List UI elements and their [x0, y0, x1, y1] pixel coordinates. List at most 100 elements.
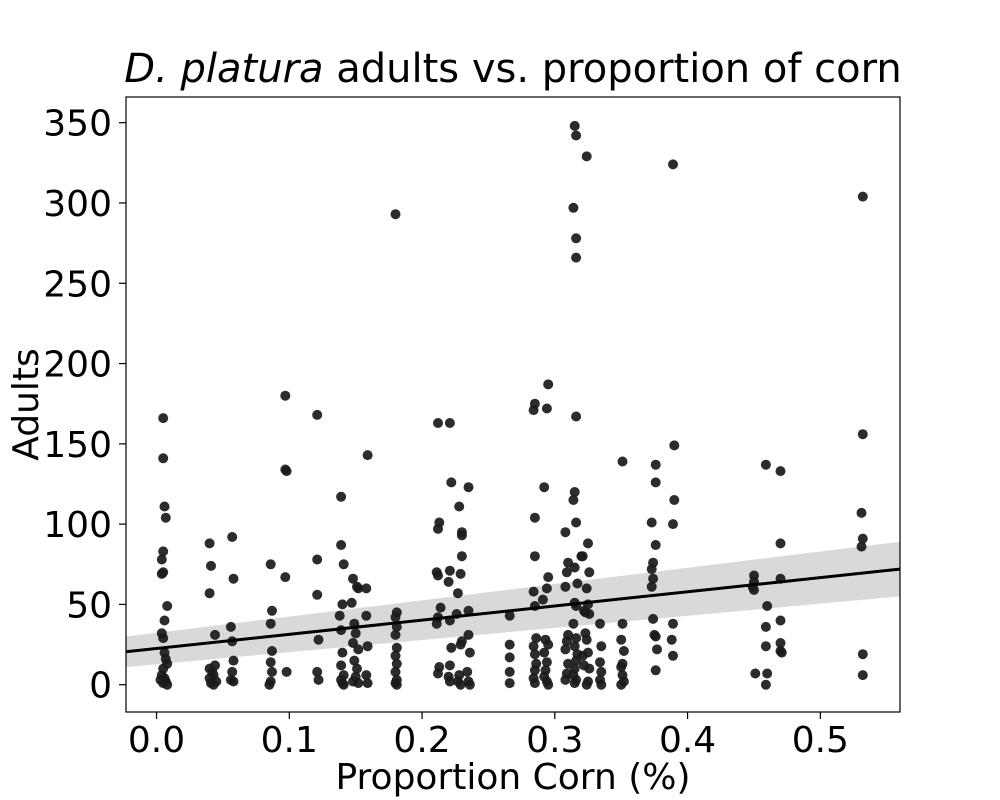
data-point: [650, 459, 661, 470]
data-point: [568, 495, 579, 505]
data-point: [529, 512, 540, 523]
data-point: [454, 501, 465, 512]
data-point: [543, 679, 554, 690]
data-point: [539, 482, 550, 493]
data-point: [265, 618, 276, 629]
data-point: [265, 657, 276, 668]
data-point: [159, 501, 170, 512]
data-point: [760, 459, 771, 470]
data-point: [760, 641, 771, 652]
x-tick-label: 0.1: [261, 720, 318, 761]
x-tick-label: 0.3: [526, 720, 583, 761]
data-point: [528, 641, 539, 652]
data-point: [504, 610, 515, 621]
data-point: [571, 130, 582, 141]
data-point: [391, 658, 402, 669]
x-tick-label: 0.5: [792, 720, 849, 761]
data-point: [584, 663, 595, 674]
data-point: [156, 568, 167, 579]
data-point: [443, 576, 454, 587]
data-point: [595, 657, 605, 668]
data-point: [646, 517, 657, 528]
data-point: [463, 482, 474, 493]
data-point: [504, 652, 515, 663]
data-point: [528, 405, 539, 416]
data-point: [857, 533, 868, 544]
data-point: [362, 450, 373, 461]
title-species: D. platura: [124, 46, 324, 92]
data-point: [569, 641, 580, 652]
data-point: [390, 612, 401, 623]
data-point: [463, 605, 474, 616]
data-point: [159, 615, 170, 626]
data-point: [618, 646, 629, 656]
data-point: [444, 565, 455, 576]
data-point: [584, 609, 595, 619]
y-axis-label: Adults: [6, 348, 47, 461]
y-tick-label: 50: [66, 585, 112, 626]
data-point: [435, 602, 446, 613]
data-point: [160, 512, 171, 523]
data-point: [760, 621, 771, 632]
data-point: [390, 629, 401, 640]
data-point: [352, 663, 362, 674]
data-point: [433, 570, 443, 581]
data-point: [668, 519, 678, 530]
data-point: [775, 638, 786, 648]
x-axis-label: Proportion Corn (%): [335, 757, 690, 798]
data-point: [857, 191, 868, 202]
data-point: [539, 647, 550, 658]
data-point: [595, 618, 605, 629]
data-point: [361, 583, 372, 594]
data-point: [584, 567, 595, 578]
data-point: [596, 679, 607, 690]
data-point: [206, 560, 216, 571]
data-point: [464, 647, 475, 658]
data-point: [569, 562, 580, 573]
data-point: [560, 674, 571, 685]
data-point: [537, 594, 548, 605]
data-point: [750, 668, 761, 679]
points-layer: [155, 120, 868, 690]
data-point: [227, 666, 238, 677]
data-point: [561, 567, 572, 578]
data-point: [616, 679, 627, 690]
data-point: [228, 655, 239, 666]
data-point: [210, 629, 220, 640]
data-point: [648, 613, 659, 624]
data-point: [760, 679, 771, 690]
y-tick-label: 300: [43, 184, 112, 225]
data-point: [312, 666, 323, 677]
data-point: [446, 477, 457, 488]
data-point: [162, 601, 173, 611]
data-point: [156, 554, 167, 565]
data-point: [583, 538, 593, 549]
data-point: [650, 477, 661, 488]
data-point: [391, 642, 402, 653]
data-point: [346, 597, 357, 608]
data-point: [504, 678, 515, 689]
data-point: [312, 554, 323, 565]
data-point: [158, 413, 169, 424]
data-point: [349, 655, 360, 666]
data-point: [280, 572, 291, 583]
data-point: [390, 209, 401, 220]
data-point: [572, 578, 583, 589]
data-point: [568, 618, 579, 629]
data-point: [762, 668, 773, 679]
data-point: [338, 559, 349, 570]
data-point: [464, 679, 475, 690]
data-point: [775, 538, 786, 549]
data-point: [204, 588, 215, 599]
data-point: [312, 589, 323, 600]
data-point: [560, 581, 571, 592]
data-point: [541, 657, 552, 668]
x-tick-label: 0.2: [393, 720, 450, 761]
data-point: [312, 409, 323, 420]
data-point: [569, 120, 580, 131]
data-point: [431, 618, 442, 629]
data-point: [581, 679, 592, 690]
title-rest: adults vs. proportion of corn: [323, 46, 902, 92]
data-point: [666, 634, 677, 645]
data-point: [433, 668, 443, 679]
